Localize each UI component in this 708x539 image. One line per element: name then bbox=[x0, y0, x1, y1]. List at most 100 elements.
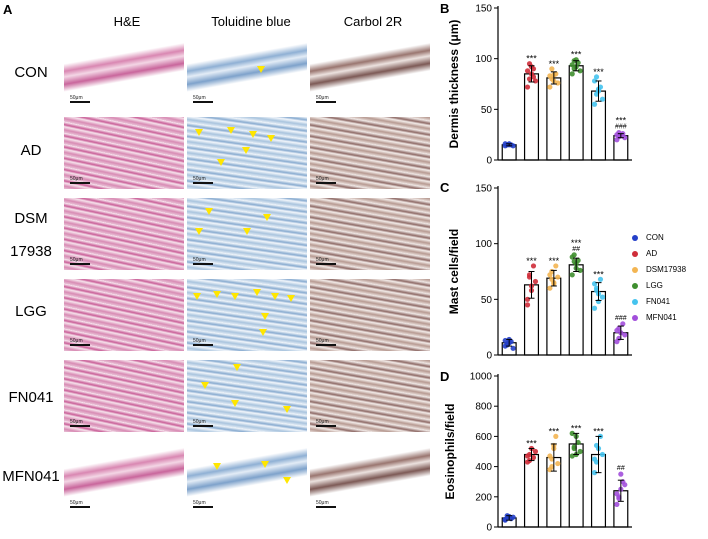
y-axis-label: Eosinophils/field bbox=[443, 403, 457, 499]
significance-marker: *** bbox=[593, 269, 604, 279]
data-point bbox=[530, 263, 537, 269]
image-he-lgg: 50μm bbox=[64, 279, 184, 351]
data-point bbox=[591, 78, 598, 84]
scale-bar-label: 50μm bbox=[193, 176, 206, 182]
data-point bbox=[524, 302, 531, 308]
legend-item: FN041 bbox=[632, 297, 670, 306]
y-tick-label: 800 bbox=[475, 402, 492, 413]
mast-cell-arrow-icon bbox=[249, 131, 257, 138]
y-tick-label: 50 bbox=[481, 295, 493, 306]
scale-bar bbox=[70, 506, 90, 508]
y-tick-label: 0 bbox=[486, 351, 492, 362]
legend-label: MFN041 bbox=[646, 313, 677, 322]
significance-marker: *** bbox=[571, 50, 582, 60]
chart-d: D Eosinophils/field 0 200 400 600 800 1000 *** **… bbox=[440, 369, 632, 534]
data-point bbox=[591, 101, 598, 107]
mast-cell-arrow-icon bbox=[195, 129, 203, 136]
y-tick-label: 200 bbox=[475, 492, 492, 503]
image-he-fn041: 50μm bbox=[64, 360, 184, 432]
scale-bar bbox=[70, 425, 90, 427]
mast-cell-arrow-icon bbox=[193, 293, 201, 300]
scale-bar bbox=[193, 344, 213, 346]
scale-bar bbox=[193, 425, 213, 427]
legend-dot-icon bbox=[632, 250, 638, 257]
image-carbol-con: 50μm bbox=[310, 36, 430, 108]
bar bbox=[568, 65, 584, 161]
column-header-toluidine: Toluidine blue bbox=[211, 14, 291, 29]
mast-cell-arrow-icon bbox=[231, 400, 239, 407]
scale-bar bbox=[193, 101, 213, 103]
y-tick-label: 0 bbox=[486, 523, 492, 534]
data-point bbox=[593, 442, 600, 449]
significance-marker: *** bbox=[593, 426, 604, 436]
mast-cell-arrow-icon bbox=[261, 313, 269, 320]
mast-cell-arrow-icon bbox=[231, 293, 239, 300]
comparison-marker: ### bbox=[615, 124, 627, 131]
scale-bar bbox=[70, 344, 90, 346]
scale-bar-label: 50μm bbox=[316, 95, 329, 101]
legend-dot-icon bbox=[632, 266, 638, 273]
data-point bbox=[526, 274, 533, 280]
data-point bbox=[597, 276, 604, 282]
data-point bbox=[622, 135, 628, 141]
data-point bbox=[524, 84, 531, 90]
legend-label: LGG bbox=[646, 281, 663, 290]
mast-cell-arrow-icon bbox=[195, 228, 203, 235]
image-carbol-dsm17938: 50μm bbox=[310, 198, 430, 270]
legend-item: CON bbox=[632, 233, 664, 242]
y-tick-label: 600 bbox=[475, 432, 492, 443]
data-point bbox=[530, 74, 537, 80]
scale-bar bbox=[316, 263, 336, 265]
image-carbol-mfn041: 50μm bbox=[310, 441, 430, 513]
data-point bbox=[549, 276, 555, 282]
mast-cell-arrow-icon bbox=[213, 291, 221, 298]
data-point bbox=[569, 62, 575, 68]
data-point bbox=[547, 453, 553, 459]
data-point bbox=[555, 80, 561, 86]
data-point bbox=[524, 453, 531, 459]
data-point bbox=[614, 327, 620, 334]
panel-letter: C bbox=[440, 180, 450, 195]
legend-dot-icon bbox=[632, 298, 638, 305]
image-he-dsm17938: 50μm bbox=[64, 198, 184, 270]
significance-marker: *** bbox=[549, 256, 560, 266]
column-header-he: H&E bbox=[113, 14, 141, 29]
data-point bbox=[547, 272, 553, 278]
legend-label: DSM17938 bbox=[646, 265, 687, 274]
column-header-carbol: Carbol 2R bbox=[343, 14, 403, 29]
data-point bbox=[555, 274, 561, 280]
mast-cell-arrow-icon bbox=[263, 214, 271, 221]
legend-item: LGG bbox=[632, 281, 663, 290]
data-point bbox=[591, 281, 598, 287]
data-point bbox=[555, 460, 561, 467]
mast-cell-arrow-icon bbox=[201, 382, 209, 389]
scale-bar-label: 50μm bbox=[70, 176, 83, 182]
data-point bbox=[547, 285, 553, 291]
data-point bbox=[526, 76, 533, 82]
scale-bar bbox=[316, 101, 336, 103]
mast-cell-arrow-icon bbox=[242, 147, 250, 154]
data-point bbox=[569, 272, 575, 278]
data-point bbox=[618, 471, 624, 477]
data-point bbox=[571, 444, 577, 450]
significance-marker: *** bbox=[571, 238, 582, 248]
legend-item: DSM17938 bbox=[632, 265, 686, 274]
data-point bbox=[593, 287, 600, 294]
data-point bbox=[599, 451, 606, 458]
data-point bbox=[532, 448, 539, 455]
data-point bbox=[569, 254, 575, 260]
data-point bbox=[575, 439, 581, 446]
legend-dot-icon bbox=[632, 314, 638, 321]
scale-bar bbox=[316, 506, 336, 508]
scale-bar bbox=[316, 344, 336, 346]
legend-item: MFN041 bbox=[632, 313, 677, 322]
mast-cell-arrow-icon bbox=[253, 289, 261, 296]
scale-bar-label: 50μm bbox=[70, 500, 83, 506]
data-point bbox=[524, 68, 531, 74]
scale-bar-label: 50μm bbox=[193, 257, 206, 263]
row-label-con: CON bbox=[14, 64, 48, 81]
mast-cell-arrow-icon bbox=[243, 228, 251, 235]
image-toluidine-dsm17938: 50μm bbox=[187, 198, 307, 270]
scale-bar-label: 50μm bbox=[70, 257, 83, 263]
